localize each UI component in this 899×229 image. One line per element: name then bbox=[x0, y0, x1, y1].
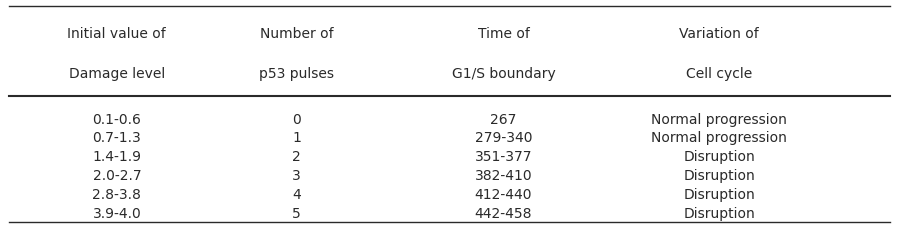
Text: 351-377: 351-377 bbox=[475, 150, 532, 164]
Text: Cell cycle: Cell cycle bbox=[686, 66, 752, 80]
Text: 2.8-3.8: 2.8-3.8 bbox=[93, 187, 141, 201]
Text: 2.0-2.7: 2.0-2.7 bbox=[93, 169, 141, 182]
Text: 0: 0 bbox=[292, 112, 301, 126]
Text: 5: 5 bbox=[292, 206, 301, 220]
Text: Disruption: Disruption bbox=[683, 206, 755, 220]
Text: 1.4-1.9: 1.4-1.9 bbox=[93, 150, 141, 164]
Text: Time of: Time of bbox=[477, 27, 530, 41]
Text: G1/S boundary: G1/S boundary bbox=[451, 66, 556, 80]
Text: 279-340: 279-340 bbox=[475, 131, 532, 145]
Text: Damage level: Damage level bbox=[68, 66, 165, 80]
Text: 2: 2 bbox=[292, 150, 301, 164]
Text: 1: 1 bbox=[292, 131, 301, 145]
Text: Disruption: Disruption bbox=[683, 169, 755, 182]
Text: 3.9-4.0: 3.9-4.0 bbox=[93, 206, 141, 220]
Text: Normal progression: Normal progression bbox=[651, 112, 788, 126]
Text: 0.7-1.3: 0.7-1.3 bbox=[93, 131, 141, 145]
Text: 4: 4 bbox=[292, 187, 301, 201]
Text: Disruption: Disruption bbox=[683, 187, 755, 201]
Text: Disruption: Disruption bbox=[683, 150, 755, 164]
Text: Number of: Number of bbox=[260, 27, 334, 41]
Text: Variation of: Variation of bbox=[680, 27, 759, 41]
Text: 412-440: 412-440 bbox=[475, 187, 532, 201]
Text: p53 pulses: p53 pulses bbox=[259, 66, 334, 80]
Text: 382-410: 382-410 bbox=[475, 169, 532, 182]
Text: Normal progression: Normal progression bbox=[651, 131, 788, 145]
Text: 0.1-0.6: 0.1-0.6 bbox=[93, 112, 141, 126]
Text: 267: 267 bbox=[490, 112, 517, 126]
Text: Initial value of: Initial value of bbox=[67, 27, 166, 41]
Text: 442-458: 442-458 bbox=[475, 206, 532, 220]
Text: 3: 3 bbox=[292, 169, 301, 182]
